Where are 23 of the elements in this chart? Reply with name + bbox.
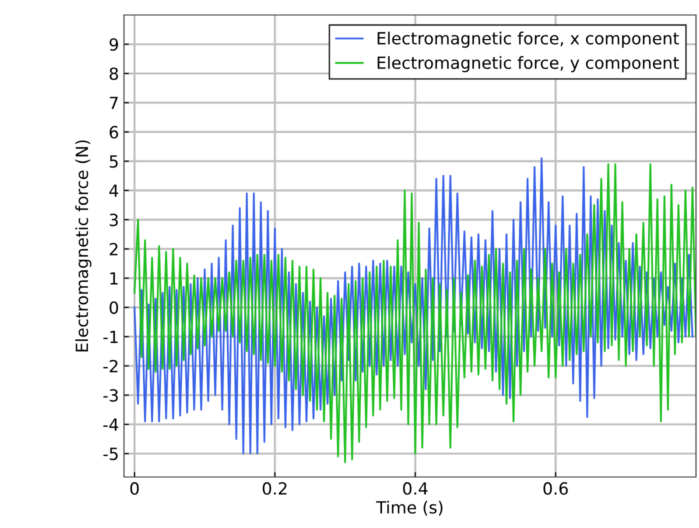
y-tick-label: 0 [110,301,118,314]
y-tick-label: 7 [110,96,118,110]
y-tick-label: 6 [110,126,118,139]
y-tick-label: 3 [110,214,118,226]
y-tick-label: -4 [103,418,118,431]
y-tick-label: 5 [110,155,118,168]
legend-label: Electromagnetic force, y component [378,56,679,72]
y-axis-title: Electromagnetic force (N) [75,140,92,352]
y-tick-label: 4 [109,184,118,197]
y-tick-label: 1 [110,272,118,284]
y-tick-label: -2 [103,360,118,372]
x-tick-label: 0.2 [262,482,286,495]
x-tick-label: 0.4 [403,482,428,495]
y-tick-label: -3 [103,389,118,402]
y-tick-label: -1 [103,330,118,343]
x-tick-label: 0 [130,482,139,495]
legend-label: Electromagnetic force, x component [378,32,679,48]
x-tick-label: 0.6 [543,482,568,495]
y-tick-label: 2 [110,242,118,256]
y-tick-label: -5 [103,448,118,460]
y-tick-label: 8 [110,67,118,80]
x-axis-title: Time (s) [376,500,442,516]
y-tick-label: 9 [110,38,118,51]
